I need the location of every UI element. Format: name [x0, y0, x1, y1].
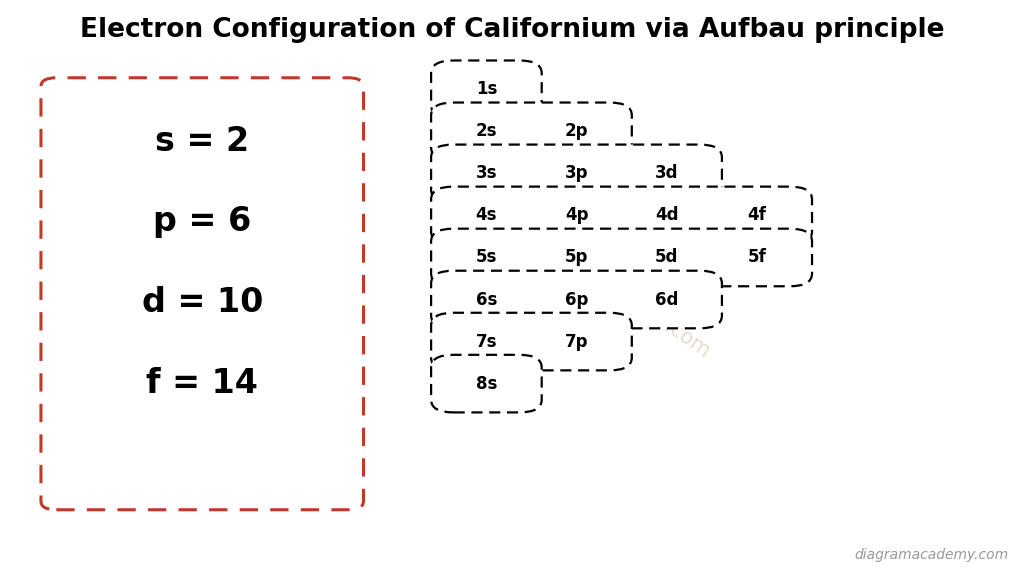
Text: 4s: 4s: [476, 206, 497, 225]
Text: 3s: 3s: [476, 164, 497, 183]
Text: d = 10: d = 10: [141, 286, 263, 319]
Text: 5d: 5d: [655, 248, 678, 267]
Text: 1s: 1s: [476, 80, 497, 98]
Text: 2s: 2s: [476, 122, 497, 141]
Text: s = 2: s = 2: [156, 124, 249, 158]
Text: 2p: 2p: [565, 122, 588, 141]
Text: 6p: 6p: [565, 290, 588, 309]
Text: 8s: 8s: [476, 374, 497, 393]
FancyBboxPatch shape: [431, 145, 722, 202]
FancyBboxPatch shape: [431, 271, 722, 328]
Text: 6d: 6d: [655, 290, 678, 309]
Text: 4f: 4f: [748, 206, 766, 225]
FancyBboxPatch shape: [41, 78, 364, 510]
FancyBboxPatch shape: [431, 229, 812, 286]
Text: p = 6: p = 6: [154, 205, 251, 238]
FancyBboxPatch shape: [431, 355, 542, 412]
Text: 3d: 3d: [655, 164, 678, 183]
Text: 3p: 3p: [565, 164, 588, 183]
Text: 7s: 7s: [476, 332, 497, 351]
FancyBboxPatch shape: [431, 187, 812, 244]
Text: f = 14: f = 14: [146, 366, 258, 400]
Text: Electron Configuration of Californium via Aufbau principle: Electron Configuration of Californium vi…: [80, 17, 944, 43]
Text: 4d: 4d: [655, 206, 678, 225]
FancyBboxPatch shape: [431, 103, 632, 160]
Text: diagramacademy.com: diagramacademy.com: [514, 214, 715, 362]
Text: 6s: 6s: [476, 290, 497, 309]
FancyBboxPatch shape: [431, 313, 632, 370]
Text: 5p: 5p: [565, 248, 588, 267]
Text: 7p: 7p: [565, 332, 588, 351]
FancyBboxPatch shape: [431, 60, 542, 118]
Text: 5f: 5f: [748, 248, 766, 267]
Text: diagramacademy.com: diagramacademy.com: [854, 548, 1009, 562]
Text: 5s: 5s: [476, 248, 497, 267]
Text: 4p: 4p: [565, 206, 588, 225]
